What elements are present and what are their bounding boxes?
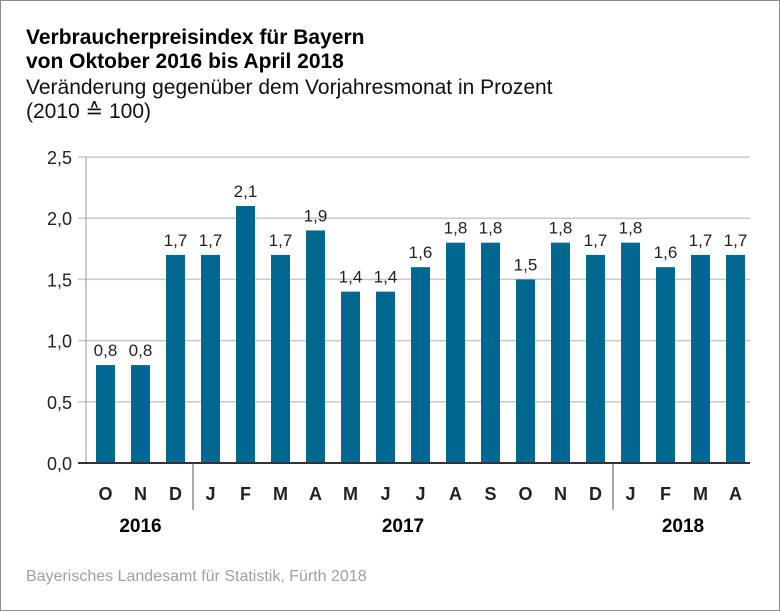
month-label: D — [169, 484, 182, 504]
y-tick-label: 1,5 — [47, 270, 72, 290]
value-label: 1,7 — [584, 231, 608, 250]
month-label: A — [729, 484, 742, 504]
y-tick-label: 0,5 — [47, 393, 72, 413]
value-label: 1,8 — [549, 219, 573, 238]
title-line-1: Verbraucherpreisindex für Bayern — [26, 26, 365, 49]
month-label: J — [205, 484, 215, 504]
bar — [96, 365, 115, 463]
y-axis-ticks: 0,0 0,5 1,0 1,5 2,0 2,5 — [47, 148, 72, 474]
month-label: J — [415, 484, 425, 504]
value-label: 1,7 — [724, 231, 748, 250]
bar — [376, 291, 395, 463]
month-label: S — [484, 484, 496, 504]
subtitle-line-2: (2010 ≙ 100) — [26, 100, 152, 123]
bar — [201, 254, 220, 463]
value-label: 1,8 — [444, 219, 468, 238]
month-label: O — [98, 484, 112, 504]
value-label: 1,8 — [619, 219, 643, 238]
bar — [341, 291, 360, 463]
value-label: 1,4 — [374, 268, 398, 287]
bar — [516, 279, 535, 463]
bar — [271, 254, 290, 463]
year-label: 2016 — [119, 516, 161, 537]
axes — [78, 157, 750, 510]
value-label: 1,9 — [304, 206, 328, 225]
month-label: D — [589, 484, 602, 504]
value-label: 1,5 — [514, 255, 538, 274]
value-label: 1,7 — [269, 231, 293, 250]
chart-title: Verbraucherpreisindex für Bayern von Okt… — [26, 26, 364, 74]
value-label: 1,6 — [409, 243, 433, 262]
bar — [726, 254, 745, 463]
value-label: 1,6 — [654, 243, 678, 262]
bar — [236, 205, 255, 463]
month-label: A — [449, 484, 462, 504]
value-label: 1,7 — [164, 231, 188, 250]
source-note: Bayerisches Landesamt für Statistik, Für… — [26, 568, 367, 585]
x-axis-year-labels: 2016 2017 2018 — [119, 516, 704, 537]
bar — [166, 254, 185, 463]
month-label: M — [343, 484, 358, 504]
bar — [131, 365, 150, 463]
y-tick-label: 2,5 — [47, 148, 72, 168]
year-label: 2018 — [662, 516, 704, 537]
bar — [481, 242, 500, 463]
month-label: A — [309, 484, 322, 504]
value-label: 2,1 — [234, 182, 258, 201]
value-label: 1,7 — [689, 231, 713, 250]
value-label: 0,8 — [94, 341, 118, 360]
bar — [446, 242, 465, 463]
value-labels: 0,8 0,8 1,7 1,7 2,1 1,7 1,9 1,4 1,4 1,6 1,8 1,8 1,5 1… — [94, 182, 748, 360]
month-label: F — [240, 484, 251, 504]
bar — [411, 267, 430, 463]
month-label: J — [380, 484, 390, 504]
value-label: 1,8 — [479, 219, 503, 238]
month-label: M — [693, 484, 708, 504]
bar — [586, 254, 605, 463]
bar — [621, 242, 640, 463]
month-label: N — [134, 484, 147, 504]
month-label: M — [273, 484, 288, 504]
bar — [691, 254, 710, 463]
bars — [96, 205, 745, 463]
y-tick-label: 0,0 — [47, 454, 72, 474]
month-label: F — [660, 484, 671, 504]
month-label: O — [518, 484, 532, 504]
bar — [551, 242, 570, 463]
title-line-2: von Oktober 2016 bis April 2018 — [26, 50, 344, 73]
month-label: N — [554, 484, 567, 504]
value-label: 1,7 — [199, 231, 223, 250]
subtitle-line-1: Veränderung gegenüber dem Vorjahresmonat… — [26, 76, 553, 99]
y-tick-label: 1,0 — [47, 332, 72, 352]
value-label: 0,8 — [129, 341, 153, 360]
chart-subtitle: Veränderung gegenüber dem Vorjahresmonat… — [26, 76, 553, 124]
month-label: J — [625, 484, 635, 504]
value-label: 1,4 — [339, 268, 363, 287]
year-label: 2017 — [382, 516, 424, 537]
bar — [656, 267, 675, 463]
y-tick-label: 2,0 — [47, 209, 72, 229]
bar — [306, 230, 325, 463]
